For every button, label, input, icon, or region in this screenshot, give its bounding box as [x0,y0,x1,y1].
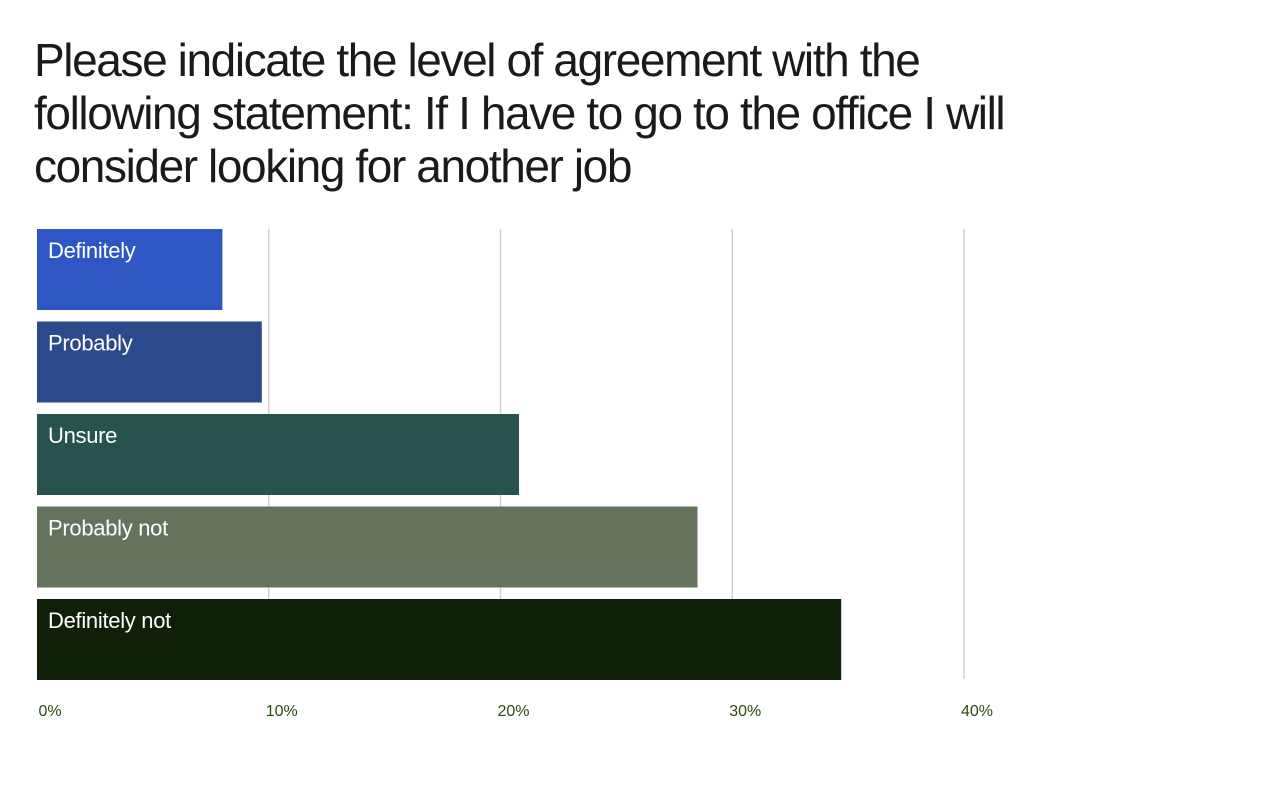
x-tick-label: 10% [266,703,298,720]
bars: Definitely Probably Unsure Probably not Defi… [37,229,842,680]
bar-label: Probably [48,331,133,356]
bar-label: Definitely not [48,608,171,633]
bar [37,229,223,310]
x-tick-label: 30% [729,703,761,720]
bar-label: Definitely [48,238,136,263]
bar [37,599,842,680]
bar-label: Probably not [48,516,168,541]
x-tick-label: 40% [961,703,993,720]
chart-title: Please indicate the level of agreement w… [34,34,1006,192]
bar-label: Unsure [48,423,117,448]
x-axis-ticks: 0% 10% 20% 30% 40% [38,703,993,720]
bar-group: Definitely not [37,599,842,680]
bar [37,506,698,588]
bar-group: Definitely [37,229,223,310]
bar [37,321,262,403]
bar-group: Probably [37,321,262,403]
bar-group: Unsure [37,414,520,495]
bar [37,414,520,495]
x-tick-label: 0% [38,703,61,720]
x-tick-label: 20% [497,703,529,720]
bar-group: Probably not [37,506,698,588]
